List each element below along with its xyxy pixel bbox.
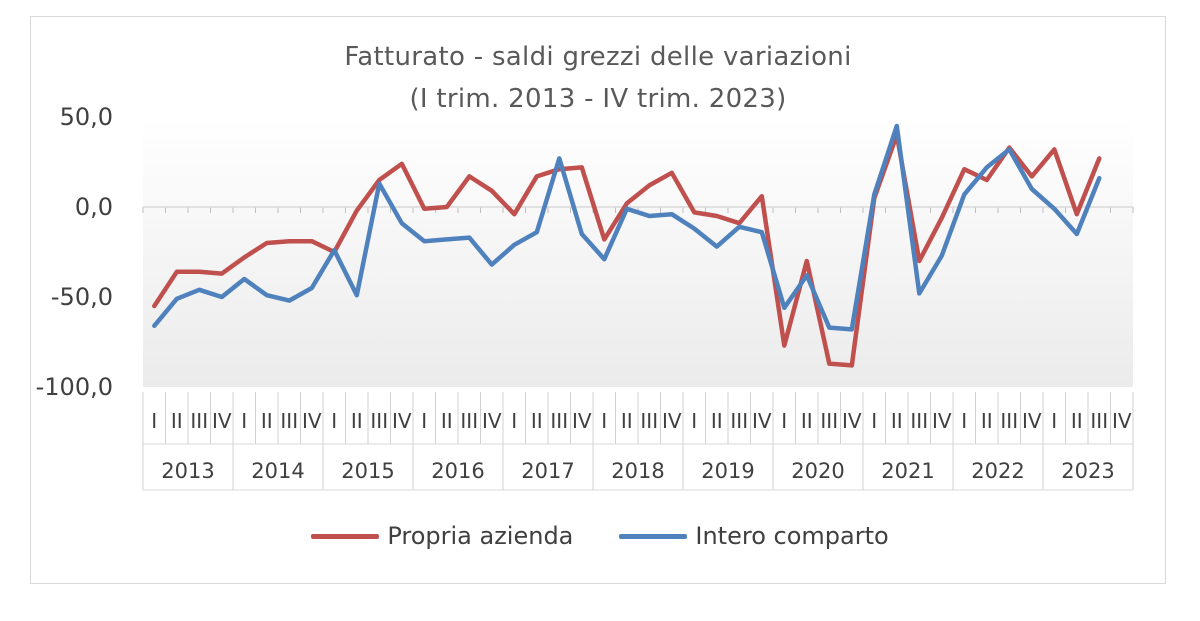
legend: Propria azienda Intero comparto [0, 522, 1200, 550]
x-tick-quarter: I [1051, 409, 1057, 433]
x-tick-quarter: III [550, 409, 568, 433]
x-tick-quarter: IV [392, 409, 412, 433]
x-tick-year: 2023 [1061, 459, 1114, 483]
x-tick-year: 2018 [611, 459, 664, 483]
x-tick-quarter: II [711, 409, 723, 433]
x-tick-quarter: IV [842, 409, 862, 433]
x-tick-quarter: II [621, 409, 633, 433]
x-tick-quarter: II [531, 409, 543, 433]
x-tick-quarter: III [1090, 409, 1108, 433]
chart-title: Fatturato - saldi grezzi delle variazion… [344, 42, 852, 72]
x-tick-quarter: III [730, 409, 748, 433]
x-tick-quarter: IV [1112, 409, 1132, 433]
x-tick-quarter: I [151, 409, 157, 433]
x-tick-quarter: I [691, 409, 697, 433]
x-tick-year: 2013 [161, 459, 214, 483]
series-line-intero-comparto [152, 123, 1102, 332]
plot-background [143, 117, 1133, 387]
x-tick-quarter: II [351, 409, 363, 433]
x-tick-quarter: I [331, 409, 337, 433]
plot-area [143, 117, 1133, 387]
x-tick-year: 2016 [431, 459, 484, 483]
x-tick-year: 2022 [971, 459, 1024, 483]
series-lines [152, 123, 1102, 368]
x-tick-quarter: III [640, 409, 658, 433]
x-tick-quarter: II [171, 409, 183, 433]
x-tick-year: 2019 [701, 459, 754, 483]
x-tick-quarter: I [781, 409, 787, 433]
x-tick-year: 2015 [341, 459, 394, 483]
legend-label-propria: Propria azienda [387, 522, 574, 550]
x-tick-quarter: II [441, 409, 453, 433]
x-tick-quarter: IV [212, 409, 232, 433]
x-tick-quarter: II [981, 409, 993, 433]
x-tick-quarter: I [511, 409, 517, 433]
x-tick-quarter: IV [482, 409, 502, 433]
legend-item-intero: Intero comparto [619, 522, 889, 550]
x-tick-year: 2014 [251, 459, 304, 483]
x-tick-quarter: II [801, 409, 813, 433]
x-tick-quarter: III [820, 409, 838, 433]
x-tick-quarter: II [261, 409, 273, 433]
x-tick-year: 2021 [881, 459, 934, 483]
x-tick-quarter: III [1000, 409, 1018, 433]
x-tick-quarter: IV [572, 409, 592, 433]
x-tick-quarter: III [280, 409, 298, 433]
x-tick-quarter: I [871, 409, 877, 433]
y-tick-label: -50,0 [51, 283, 113, 311]
x-tick-year: 2017 [521, 459, 574, 483]
chart-subtitle: (I trim. 2013 - IV trim. 2023) [409, 84, 787, 114]
y-tick-label: 50,0 [60, 103, 113, 131]
x-tick-quarter: IV [752, 409, 772, 433]
x-tick-quarter: II [891, 409, 903, 433]
y-axis: 50,0 0,0 -50,0 -100,0 [36, 103, 113, 401]
x-tick-quarter: I [421, 409, 427, 433]
x-tick-quarter: III [460, 409, 478, 433]
x-tick-quarter: I [961, 409, 967, 433]
x-tick-quarter: III [910, 409, 928, 433]
x-tick-quarter: III [370, 409, 388, 433]
x-tick-quarter: III [190, 409, 208, 433]
x-tick-quarter: I [601, 409, 607, 433]
x-tick-quarter: II [1071, 409, 1083, 433]
legend-swatch-propria [311, 533, 380, 539]
y-tick-label: 0,0 [75, 193, 113, 221]
legend-swatch-intero [619, 533, 688, 539]
y-tick-label: -100,0 [36, 373, 113, 401]
legend-label-intero: Intero comparto [695, 522, 889, 550]
x-tick-quarter: I [241, 409, 247, 433]
legend-item-propria: Propria azienda [311, 522, 573, 550]
x-tick-quarter: IV [662, 409, 682, 433]
series-line-propria-azienda [152, 132, 1102, 368]
x-tick-quarter: IV [1022, 409, 1042, 433]
x-tick-year: 2020 [791, 459, 844, 483]
x-tick-quarter: IV [932, 409, 952, 433]
x-tick-quarter: IV [302, 409, 322, 433]
